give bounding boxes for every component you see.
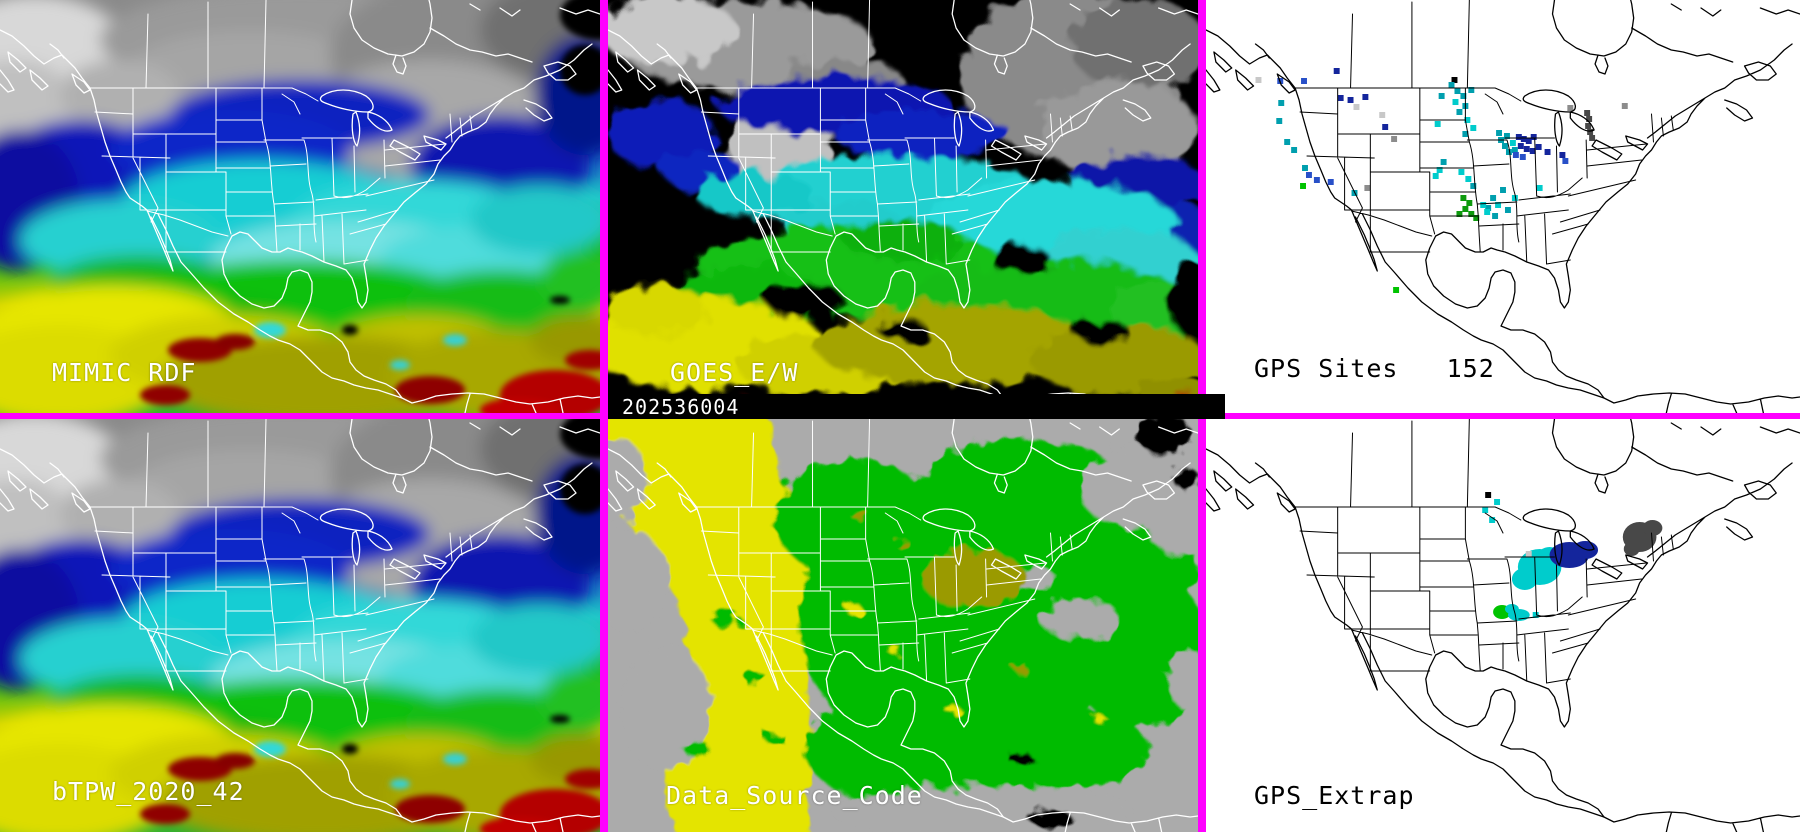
panel-goes-ew: GOES_E/W: [608, 0, 1198, 413]
gps-extrap-markers: [1482, 492, 1539, 618]
panel-gps-sites: GPS Sites 152: [1206, 0, 1800, 413]
gps-site-markers: [1255, 68, 1628, 293]
gps-extrap-map-image: [1206, 419, 1800, 832]
mimic-map-image: [0, 0, 600, 413]
panel-gps-extrap: GPS_Extrap: [1206, 419, 1800, 832]
data-source-map-image: [608, 419, 1198, 832]
panel-mimic-rdf: MIMIC RDF: [0, 0, 600, 413]
panel-btpw: bTPW_2020_42: [0, 419, 600, 832]
timestamp-text: 202536004: [622, 394, 740, 419]
btpw-map-image: [0, 419, 600, 832]
gps-sites-map-image: [1206, 0, 1800, 413]
timestamp-bar: 202536004: [608, 394, 1225, 419]
panel-data-source-code: Data_Source_Code: [608, 419, 1198, 832]
goes-map-image: [608, 0, 1198, 413]
